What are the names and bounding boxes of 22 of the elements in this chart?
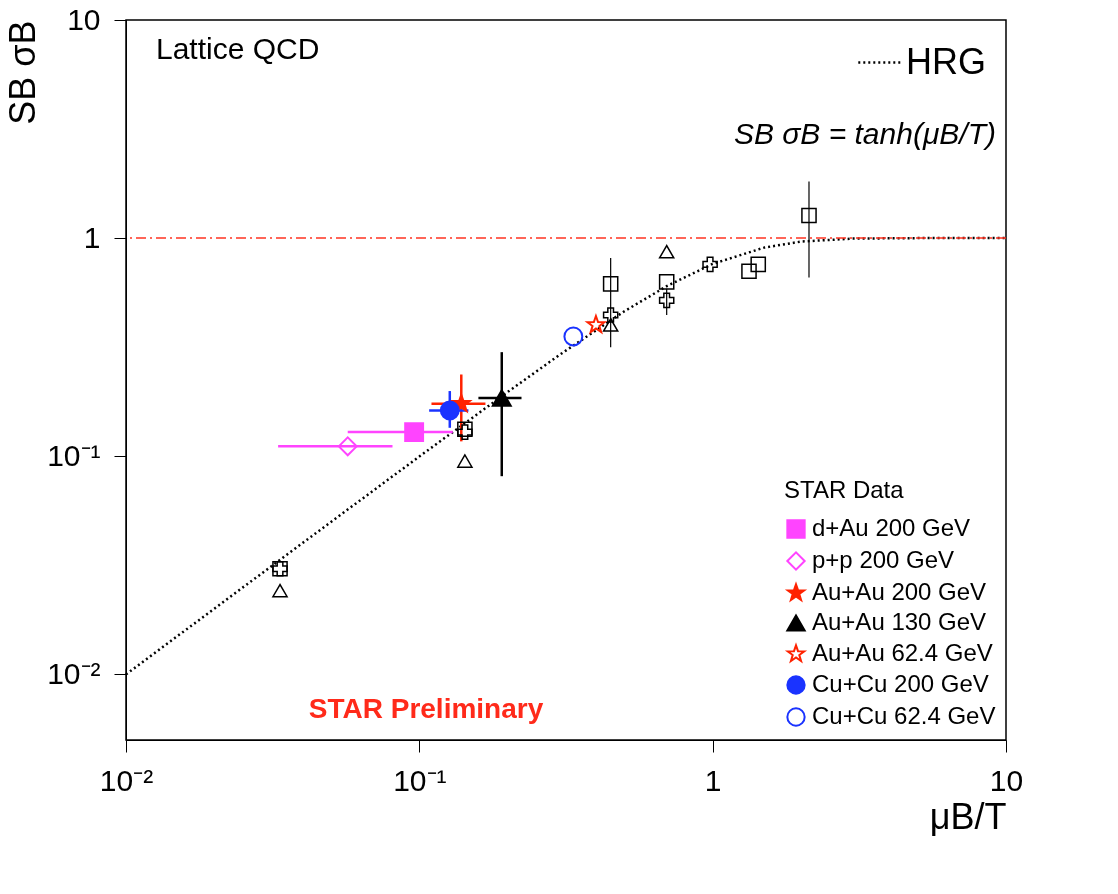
legend-label: Au+Au 62.4 GeV: [812, 639, 993, 666]
legend-label: Au+Au 200 GeV: [812, 578, 987, 605]
x-axis-title: μB/T: [929, 795, 1007, 837]
y-tick-label: 10⁻¹: [47, 438, 101, 472]
legend-label: Cu+Cu 200 GeV: [812, 670, 989, 697]
legend-label: Au+Au 130 GeV: [812, 608, 987, 635]
legend-label: Cu+Cu 62.4 GeV: [812, 702, 996, 729]
annotation: SB σB = tanh(μB/T): [733, 117, 996, 150]
annotation: STAR Preliminary: [308, 693, 544, 724]
x-tick-label: 1: [704, 763, 722, 797]
y-tick-label: 10⁻²: [47, 656, 101, 690]
legend-label: HRG: [906, 40, 986, 82]
x-tick-label: 10⁻¹: [393, 763, 447, 797]
y-tick-label: 1: [83, 220, 101, 254]
x-tick-label: 10⁻²: [99, 763, 154, 797]
legend-label: p+p 200 GeV: [812, 546, 955, 573]
y-axis-title: SB σB: [2, 20, 44, 125]
y-tick-label: 10: [67, 2, 101, 36]
legend-label: d+Au 200 GeV: [812, 514, 971, 541]
annotation: Lattice QCD: [156, 32, 320, 65]
x-tick-label: 10: [989, 763, 1024, 797]
legend-title: STAR Data: [784, 476, 905, 503]
